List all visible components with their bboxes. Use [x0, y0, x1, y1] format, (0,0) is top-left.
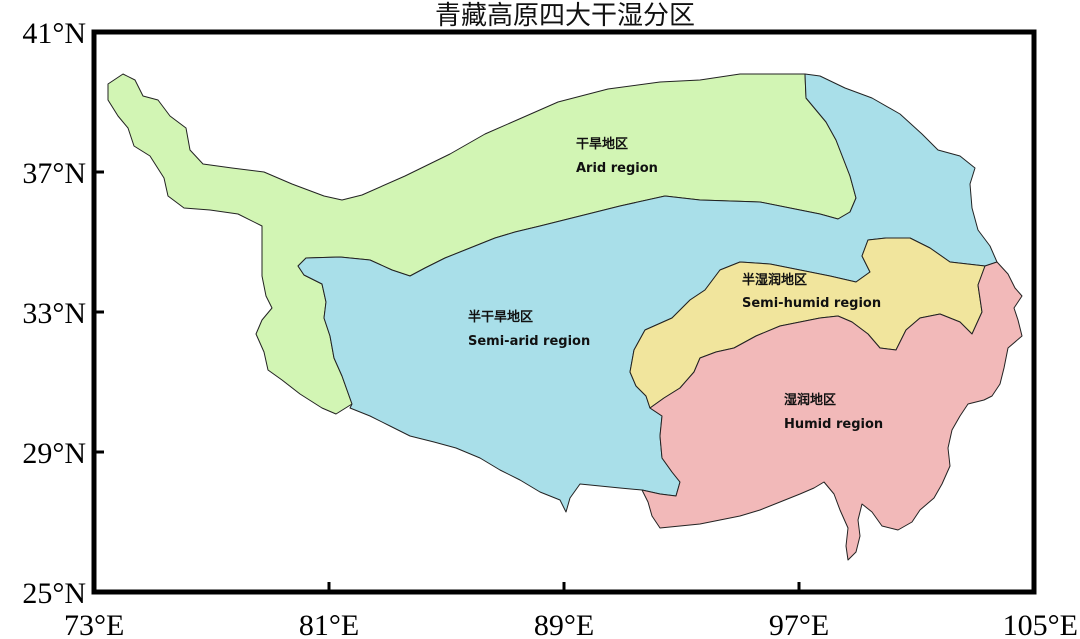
y-tick-label: 29°N — [22, 437, 86, 470]
label-humid-en: Humid region — [784, 417, 883, 432]
label-semi-arid-zh: 半干旱地区 — [468, 309, 533, 325]
y-tick-label: 41°N — [22, 17, 86, 50]
y-axis: 25°N 29°N 33°N 37°N 41°N — [22, 17, 104, 610]
y-tick-label: 33°N — [22, 297, 86, 330]
map-title: 青藏高原四大干湿分区 — [435, 1, 695, 31]
label-semi-arid-en: Semi-arid region — [468, 334, 590, 349]
x-tick-label: 105°E — [1003, 609, 1078, 639]
region-humid — [641, 261, 1023, 561]
label-humid-zh: 湿润地区 — [784, 392, 836, 408]
x-tick-label: 73°E — [64, 609, 124, 639]
x-tick-label: 89°E — [534, 609, 594, 639]
region-labels: 干旱地区 Arid region 半干旱地区 Semi-arid region … — [468, 136, 883, 432]
x-tick-label: 81°E — [299, 609, 359, 639]
y-tick-label: 25°N — [22, 577, 86, 610]
x-axis: 73°E 81°E 89°E 97°E 105°E — [64, 582, 1078, 639]
label-semi-humid-en: Semi-humid region — [742, 296, 881, 311]
regions-layer — [107, 73, 1023, 561]
y-tick-label: 37°N — [22, 157, 86, 190]
label-arid-zh: 干旱地区 — [576, 136, 628, 152]
x-tick-label: 97°E — [769, 609, 829, 639]
label-arid-en: Arid region — [576, 161, 658, 176]
label-semi-humid-zh: 半湿润地区 — [742, 272, 807, 288]
